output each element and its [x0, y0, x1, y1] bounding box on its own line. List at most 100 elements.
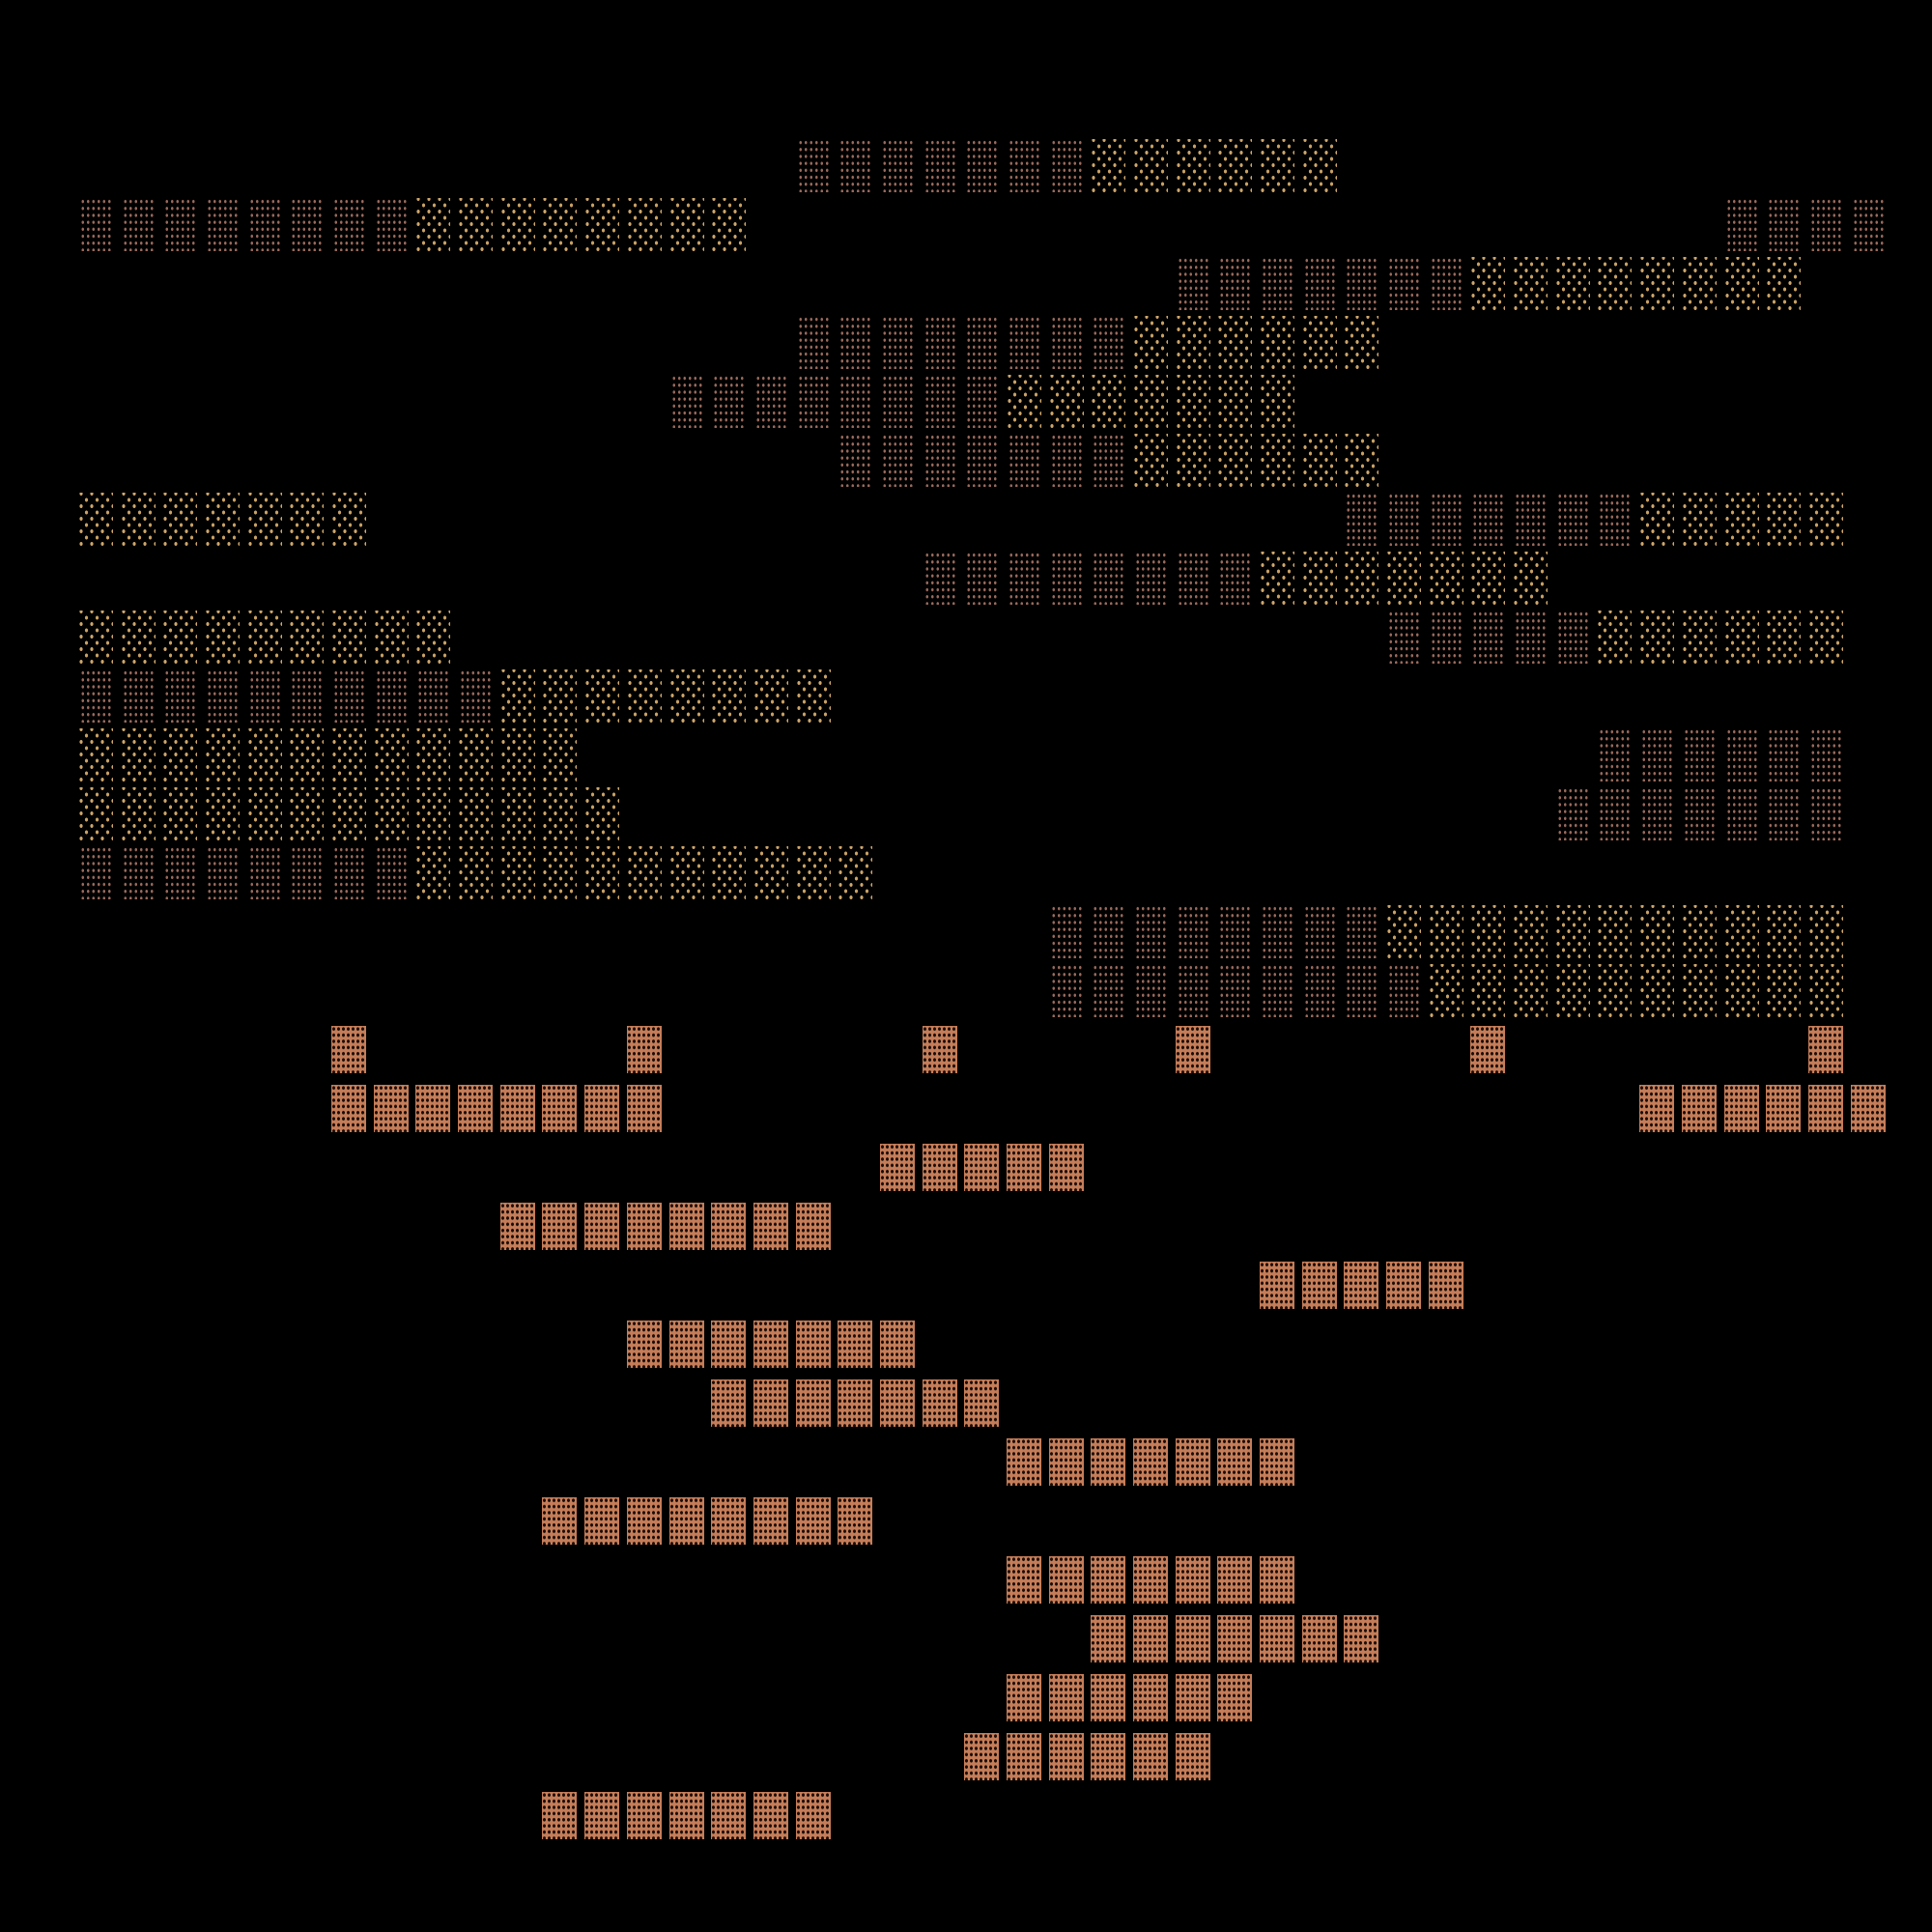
tile-waffle-block	[795, 1379, 831, 1427]
tile-waffle-block	[1850, 1085, 1886, 1132]
tile-sparse-dot-block	[1176, 375, 1210, 428]
tile-hash	[539, 1374, 582, 1433]
tile-waffle-block	[879, 1321, 915, 1368]
tile-waffle-block	[1133, 1438, 1168, 1486]
tile-dquote-tilde	[1763, 1374, 1805, 1433]
tile-cross-dots	[1046, 725, 1089, 784]
tile-vertical-line	[1679, 313, 1721, 372]
tile-dot-pair	[1299, 1374, 1342, 1433]
tile-waffle-block	[795, 1203, 831, 1250]
tile-waffle-block	[1386, 1262, 1422, 1309]
tile-dense-dot-block	[1472, 611, 1505, 664]
tile-waffle-block	[1766, 1085, 1802, 1132]
tile-cross-dots	[793, 608, 836, 667]
tile-won-hash	[793, 1609, 836, 1668]
tile-sparse-dot-block	[1218, 139, 1253, 192]
tile-sparse-dot-block	[1682, 611, 1717, 664]
tile-waffle-block	[1175, 1674, 1210, 1721]
tile-dquote-tilde	[371, 1433, 413, 1492]
tile-double-plus	[961, 902, 1004, 961]
tile-sparse-dot-block	[585, 669, 620, 723]
tile-quote-tilde	[1679, 1315, 1721, 1374]
tile-sparse-dot-block	[1387, 552, 1422, 605]
tile-hash	[624, 1138, 667, 1197]
tile-vertical-line	[667, 784, 709, 843]
tile-sparse-dot-block	[1767, 905, 1802, 958]
tile-hash	[708, 1138, 751, 1197]
tile-dot-pair	[159, 1433, 202, 1492]
tile-vertical-line	[202, 254, 244, 313]
tile-sparse-dot-block	[1808, 611, 1843, 664]
tile-hash	[1848, 1197, 1890, 1256]
tile-sparse-dot-block	[290, 728, 325, 781]
tile-cross-dots	[624, 254, 667, 313]
tile-double-plus	[1341, 725, 1383, 784]
tile-dense-dot-block	[164, 846, 197, 899]
tile-vertical-line	[961, 667, 1004, 725]
tile-waffle-block	[879, 1144, 915, 1191]
tile-cross-dots	[793, 254, 836, 313]
tile-dense-dot-block	[1346, 493, 1378, 546]
tile-double-bar	[1341, 1433, 1383, 1492]
tile-dot-pair	[1510, 1374, 1552, 1433]
tile-won-hash	[920, 1256, 962, 1315]
tile-vertical-line	[1763, 136, 1805, 195]
tile-hash	[1046, 1256, 1089, 1315]
tile-sparse-dot-block	[290, 787, 325, 840]
tile-double-plus	[371, 372, 413, 431]
tile-waffle-block	[1006, 1674, 1041, 1721]
tile-sparse-dot-block	[374, 611, 409, 664]
tile-dot-pair	[159, 1020, 202, 1079]
tile-dquote-tilde	[118, 1374, 160, 1433]
tile-cross-dots	[286, 431, 328, 490]
tile-waffle-block	[1133, 1733, 1168, 1780]
tile-cross-dots	[328, 961, 371, 1020]
tile-sparse-dot-block	[1092, 375, 1126, 428]
tile-hash	[412, 1492, 455, 1550]
tile-cross-dots	[497, 902, 540, 961]
tile-cross-dots	[1214, 725, 1257, 784]
tile-double-plus	[1510, 195, 1552, 254]
tile-hash	[961, 1550, 1004, 1609]
tile-sparse-dot-block	[79, 787, 113, 840]
tile-dot-pair	[793, 1020, 836, 1079]
tile-vertical-line	[751, 195, 793, 254]
tile-waffle-block	[711, 1379, 747, 1427]
tile-sparse-dot-block	[163, 728, 198, 781]
tile-sparse-dot-block	[500, 728, 535, 781]
tile-dot-pair	[202, 1433, 244, 1492]
tile-short-tick	[708, 77, 751, 136]
tile-dense-dot-block	[207, 846, 240, 899]
tile-sparse-dot-block	[247, 728, 282, 781]
tile-dot-pair	[371, 1256, 413, 1315]
tile-vertical-line	[1046, 843, 1089, 902]
tile-dense-dot-block	[1768, 198, 1801, 251]
tile-hash	[920, 1550, 962, 1609]
tile-double-plus	[835, 549, 877, 608]
tile-dquote-tilde	[1805, 1786, 1848, 1845]
tile-dquote-tilde	[793, 1256, 836, 1315]
tile-won-hash	[1299, 1079, 1342, 1138]
tile-cross-dots	[624, 549, 667, 608]
tile-double-plus	[793, 902, 836, 961]
tile-waffle-block	[1723, 1085, 1759, 1132]
tile-dot-pair	[1046, 1020, 1089, 1079]
tile-cross-dots	[1383, 843, 1426, 902]
tile-short-tick	[1383, 77, 1426, 136]
tile-hash	[328, 1315, 371, 1374]
tile-vertical-line	[751, 725, 793, 784]
tile-dense-dot-block	[1050, 316, 1083, 369]
tile-hash	[75, 1786, 118, 1845]
tile-hash	[286, 1020, 328, 1079]
tile-vertical-line	[877, 667, 920, 725]
tile-double-bar	[1299, 1138, 1342, 1197]
tile-double-plus	[708, 431, 751, 490]
tile-cross-dots	[328, 136, 371, 195]
tile-waffle-block	[1091, 1733, 1126, 1780]
tile-vertical-line	[877, 195, 920, 254]
tile-won-hash	[1636, 1197, 1679, 1256]
tile-vertical-line	[1130, 843, 1173, 902]
tile-double-bar	[1426, 1727, 1468, 1786]
tile-cross-dots	[1467, 843, 1510, 902]
